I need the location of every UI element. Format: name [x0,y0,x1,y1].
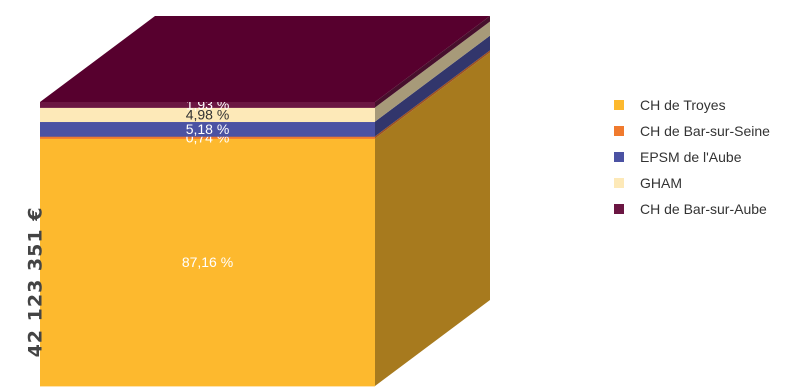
segment-side-face [375,52,490,386]
segment-front-face [40,138,375,387]
legend-label: CH de Bar-sur-Seine [640,123,770,139]
legend-label: CH de Troyes [640,97,726,113]
legend-label: GHAM [640,175,682,191]
segment-value-label: 5,18 % [186,121,230,137]
segment-side-face [375,35,490,137]
legend-swatch [614,100,624,110]
legend-label: EPSM de l'Aube [640,149,742,165]
block-top-face [40,16,490,102]
segment-front-face [40,121,375,137]
legend: CH de Troyes CH de Bar-sur-Seine EPSM de… [614,92,802,222]
legend-swatch [614,204,624,214]
total-amount-text: 42 123 351 € [24,206,47,358]
legend-swatch [614,178,624,188]
total-amount-label: 42 123 351 € [8,182,62,382]
segment-front-face [40,102,375,108]
legend-swatch [614,152,624,162]
segment-side-face [375,50,490,139]
legend-item-epsm-de-l-aube: EPSM de l'Aube [614,144,802,170]
legend-item-ch-de-troyes: CH de Troyes [614,92,802,118]
segment-front-face [40,107,375,123]
segment-epsm-de-l-aube: 5,18 % [40,35,490,137]
segments: 87,16 %0,74 %5,18 %4,98 %1,93 % [40,16,490,387]
segment-value-label: 87,16 % [182,254,233,270]
segment-value-label: 4,98 % [186,107,230,123]
legend-swatch [614,126,624,136]
segment-gham: 4,98 % [40,21,490,123]
legend-label: CH de Bar-sur-Aube [640,201,767,217]
segment-side-face [375,21,490,122]
segment-side-face [375,16,490,108]
legend-item-ch-de-bar-sur-aube: CH de Bar-sur-Aube [614,196,802,222]
legend-item-gham: GHAM [614,170,802,196]
legend-item-ch-de-bar-sur-seine: CH de Bar-sur-Seine [614,118,802,144]
segment-front-face [40,136,375,139]
segment-ch-de-troyes: 87,16 % [40,52,490,387]
